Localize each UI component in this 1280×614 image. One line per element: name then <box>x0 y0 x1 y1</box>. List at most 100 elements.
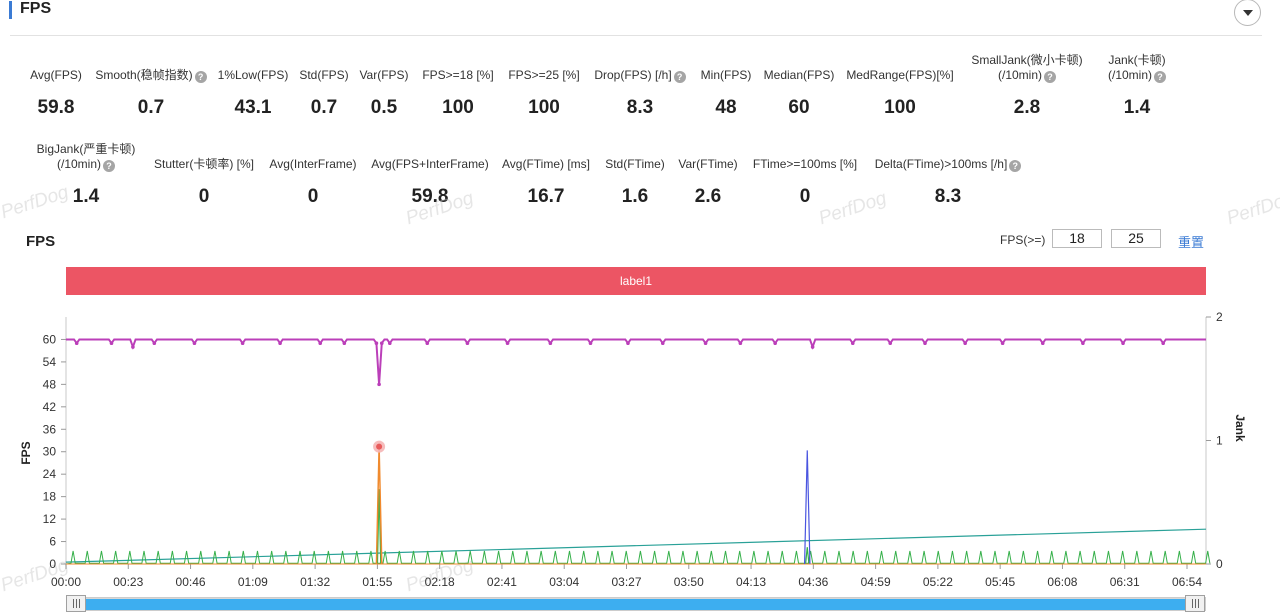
ftime-spike <box>805 547 810 564</box>
metric-label: Avg(FTime) [ms] <box>471 157 621 172</box>
fps-point <box>660 341 665 345</box>
metric-label: MedRange(FPS)[%] <box>825 68 975 83</box>
fps-point <box>923 341 927 345</box>
metric-label-text: Drop(FPS) [/h] <box>594 68 672 82</box>
metric-label-text: Avg(FTime) [ms] <box>501 157 590 171</box>
fps-threshold-input-1[interactable]: 18 <box>1052 229 1102 248</box>
divider <box>10 35 1262 36</box>
metric-metrics_row1-2: 1%Low(FPS) 43.1 <box>178 68 328 118</box>
fps-point <box>548 341 553 345</box>
metric-label: Avg(InterFrame) <box>238 157 388 172</box>
metric-value: 1.6 <box>621 186 649 207</box>
fps-point <box>505 341 510 345</box>
metric-label-text: BigJank(严重卡顿) <box>36 142 136 156</box>
metric-value: 0.7 <box>310 97 338 118</box>
help-icon[interactable]: ? <box>194 71 207 83</box>
metric-label-text: Std(FPS) <box>299 68 349 82</box>
metric-metrics_row2-8: Delta(FTime)>100ms [/h]? 8.3 <box>873 157 1023 207</box>
fps-point <box>773 341 777 345</box>
help-icon[interactable]: ? <box>673 71 686 83</box>
metric-label: Avg(FPS) <box>0 68 131 83</box>
collapse-button[interactable] <box>1234 0 1261 26</box>
y2-tick-label: 0 <box>1216 557 1223 571</box>
chart-title: FPS <box>26 233 56 250</box>
x-tick-label: 01:32 <box>300 575 330 589</box>
metric-label-text: FPS>=18 [%] <box>422 68 494 82</box>
x-tick-label: 06:54 <box>1172 575 1202 589</box>
metric-value: 48 <box>715 97 737 118</box>
help-icon[interactable]: ? <box>1009 160 1022 172</box>
metric-label-text: Delta(FTime)>100ms [/h] <box>874 157 1008 171</box>
metric-value: 8.3 <box>626 97 654 118</box>
metric-metrics_row1-12: Jank(卡顿) (/10min)? 1.4 <box>1062 53 1212 118</box>
help-icon[interactable]: ? <box>1154 71 1166 83</box>
x-tick-label: 03:04 <box>549 575 579 589</box>
fps-point <box>1000 341 1005 345</box>
metric-value: 59.8 <box>37 97 75 118</box>
metric-label-text: FTime>=100ms [%] <box>752 157 858 171</box>
fps-threshold-input-2[interactable]: 25 <box>1111 229 1161 248</box>
metric-metrics_row2-6: Var(FTime) 2.6 <box>633 157 783 207</box>
metric-value: 100 <box>884 97 916 118</box>
label-bar[interactable]: label1 <box>66 267 1206 295</box>
metric-metrics_row2-0: BigJank(严重卡顿) (/10min)? 1.4 <box>11 142 161 207</box>
y-tick-label: 54 <box>43 355 57 369</box>
fps-point <box>109 341 114 345</box>
scrollbar-right-handle[interactable] <box>1185 595 1205 612</box>
metric-value: 0.7 <box>137 97 165 118</box>
metric-value: 2.6 <box>694 186 722 207</box>
metric-label: FPS>=25 [%] <box>469 68 619 83</box>
watermark: PerfDog <box>1224 187 1280 230</box>
fps-point <box>377 382 381 387</box>
metric-metrics_row1-7: Drop(FPS) [/h]? 8.3 <box>565 68 715 118</box>
x-tick-label: 03:27 <box>611 575 641 589</box>
metric-label-text: Stutter(卡顿率) [%] <box>153 157 254 171</box>
metric-label-text: Avg(FPS) <box>30 68 82 82</box>
fps-point <box>1040 341 1045 345</box>
fps-point <box>588 341 593 345</box>
metric-value: 0 <box>198 186 210 207</box>
x-tick-label: 04:13 <box>736 575 766 589</box>
x-tick-label: 06:08 <box>1047 575 1077 589</box>
metric-label: Min(FPS) <box>651 68 801 83</box>
metric-label: Var(FPS) <box>309 68 459 83</box>
metric-label-text: Std(FTime) <box>605 157 665 171</box>
fps-series <box>66 338 1206 385</box>
metric-label-text: MedRange(FPS)[%] <box>846 68 954 82</box>
help-icon[interactable]: ? <box>1044 71 1056 83</box>
metric-label-unit: (/10min) <box>997 68 1042 82</box>
x-tick-label: 04:59 <box>861 575 891 589</box>
fps-point <box>465 341 470 345</box>
ftime-spike <box>376 489 382 564</box>
metric-value: 100 <box>442 97 474 118</box>
metric-value: 1.4 <box>72 186 100 207</box>
fps-point <box>74 341 79 345</box>
fps-point <box>318 341 323 345</box>
metric-label-text: Min(FPS) <box>700 68 752 82</box>
metric-value: 43.1 <box>234 97 272 118</box>
metric-metrics_row1-9: Median(FPS) 60 <box>724 68 874 118</box>
fps-point <box>703 341 708 345</box>
time-scrollbar-range[interactable] <box>79 599 1185 610</box>
reset-link[interactable]: 重置 <box>1178 235 1205 250</box>
x-tick-label: 00:00 <box>51 575 81 589</box>
help-icon[interactable]: ? <box>103 160 115 172</box>
metric-label: Drop(FPS) [/h]? <box>565 68 715 83</box>
metric-label: FTime>=100ms [%] <box>730 157 880 172</box>
fps-point <box>374 341 379 345</box>
scrollbar-left-handle[interactable] <box>66 595 86 612</box>
fps-point <box>192 341 197 345</box>
metric-label: Std(FTime) <box>560 157 710 172</box>
fps-point <box>425 341 430 345</box>
metric-value: 16.7 <box>527 186 565 207</box>
y-tick-label: 60 <box>43 332 57 346</box>
metric-metrics_row2-3: Avg(FPS+InterFrame) 59.8 <box>355 157 505 207</box>
y2-tick-label: 2 <box>1216 310 1223 324</box>
ftime-series <box>65 550 1211 565</box>
y-tick-label: 18 <box>43 490 57 504</box>
metric-label: Smooth(稳帧指数)? <box>76 68 226 83</box>
section-title: FPS <box>20 0 52 17</box>
fps-point <box>131 345 135 349</box>
